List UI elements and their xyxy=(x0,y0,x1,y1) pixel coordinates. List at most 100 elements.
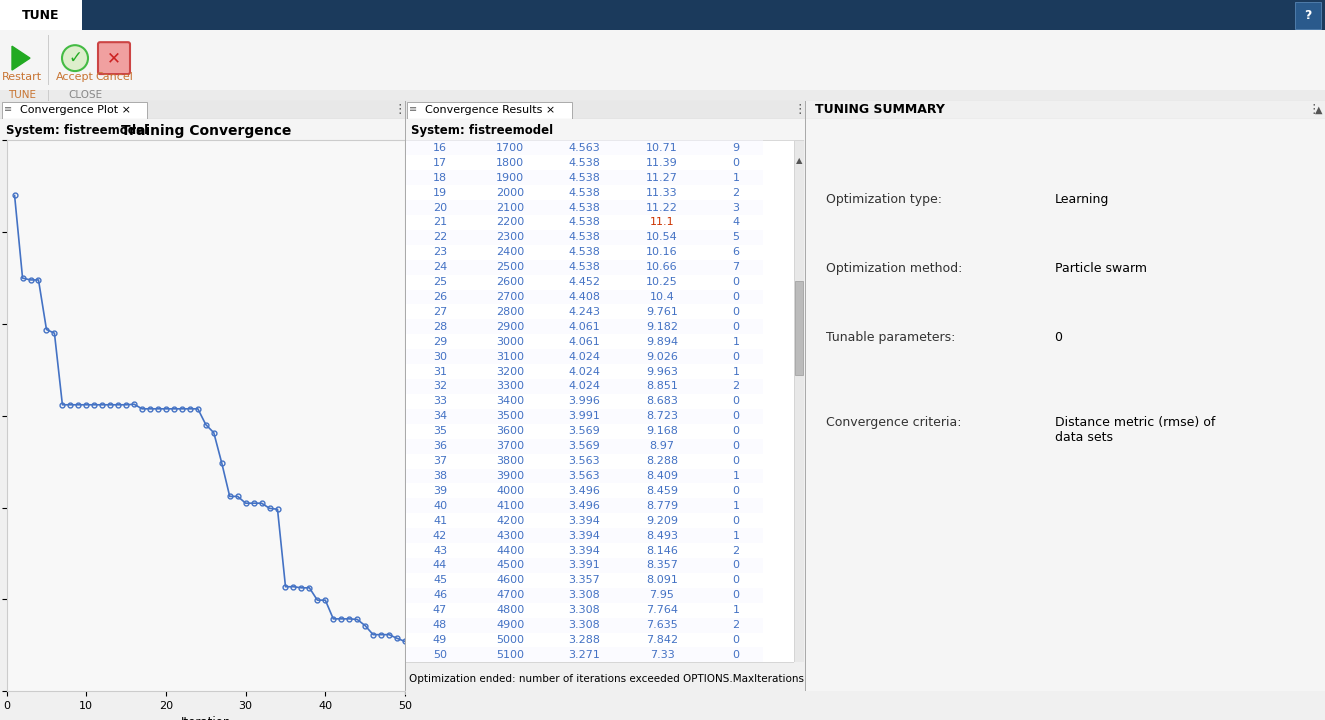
Text: Convergence Plot ×: Convergence Plot × xyxy=(20,105,130,114)
Text: 3.288: 3.288 xyxy=(568,635,600,645)
Text: 4.243: 4.243 xyxy=(568,307,600,317)
Text: Learning: Learning xyxy=(1055,193,1109,206)
Text: 7.33: 7.33 xyxy=(649,650,674,660)
Text: 2000: 2000 xyxy=(496,188,525,197)
FancyBboxPatch shape xyxy=(98,42,130,74)
Text: 7.95: 7.95 xyxy=(649,590,674,600)
Text: 4100: 4100 xyxy=(496,501,525,510)
Text: 2: 2 xyxy=(733,188,739,197)
Text: Optimization method:: Optimization method: xyxy=(825,262,962,275)
Text: 5100: 5100 xyxy=(496,650,525,660)
Text: TUNE: TUNE xyxy=(8,91,36,100)
Bar xyxy=(405,289,763,305)
Text: 46: 46 xyxy=(433,590,447,600)
Text: 4.024: 4.024 xyxy=(568,366,600,377)
Text: 38: 38 xyxy=(433,471,447,481)
Text: 2100: 2100 xyxy=(496,202,525,212)
Text: 10.16: 10.16 xyxy=(647,247,678,257)
Text: 3400: 3400 xyxy=(496,397,525,406)
Text: 0: 0 xyxy=(733,456,739,466)
Text: 5000: 5000 xyxy=(496,635,525,645)
Text: 41: 41 xyxy=(433,516,447,526)
Text: 0: 0 xyxy=(733,292,739,302)
Text: 3.391: 3.391 xyxy=(568,560,600,570)
Text: 7.764: 7.764 xyxy=(647,606,678,615)
Text: CLOSE: CLOSE xyxy=(68,91,102,100)
Text: 4000: 4000 xyxy=(496,486,525,496)
Text: 4.024: 4.024 xyxy=(568,382,600,392)
Text: 0: 0 xyxy=(733,277,739,287)
Bar xyxy=(405,230,763,245)
Text: Optimization ended: number of iterations exceeded OPTIONS.MaxIterations.: Optimization ended: number of iterations… xyxy=(409,674,807,683)
Text: Distance metric (rmse) of
data sets: Distance metric (rmse) of data sets xyxy=(1055,416,1215,444)
Text: 7: 7 xyxy=(733,262,739,272)
Text: 1900: 1900 xyxy=(496,173,525,183)
Text: 40: 40 xyxy=(433,501,447,510)
Bar xyxy=(405,260,763,274)
Bar xyxy=(405,140,763,156)
Text: 19: 19 xyxy=(433,188,447,197)
Text: 9.209: 9.209 xyxy=(647,516,678,526)
Text: 11.1: 11.1 xyxy=(649,217,674,228)
Text: 0: 0 xyxy=(733,411,739,421)
Text: 24: 24 xyxy=(433,262,447,272)
Text: 9.894: 9.894 xyxy=(647,337,678,347)
Text: 3.996: 3.996 xyxy=(568,397,600,406)
Text: 18: 18 xyxy=(433,173,447,183)
Text: Particle swarm: Particle swarm xyxy=(1055,262,1146,275)
Text: 3700: 3700 xyxy=(496,441,525,451)
Text: 3.308: 3.308 xyxy=(568,620,600,630)
Text: 2200: 2200 xyxy=(496,217,525,228)
Text: 0: 0 xyxy=(733,486,739,496)
Text: Convergence criteria:: Convergence criteria: xyxy=(825,416,962,429)
Text: 11.22: 11.22 xyxy=(647,202,678,212)
Text: 8.723: 8.723 xyxy=(647,411,678,421)
Text: 0: 0 xyxy=(733,397,739,406)
Bar xyxy=(405,647,763,662)
Text: 0: 0 xyxy=(1055,330,1063,343)
Text: 3.308: 3.308 xyxy=(568,606,600,615)
Text: 4: 4 xyxy=(733,217,739,228)
Bar xyxy=(405,320,763,334)
Text: 7.635: 7.635 xyxy=(647,620,678,630)
Text: 6: 6 xyxy=(733,247,739,257)
Bar xyxy=(405,349,763,364)
Text: 4.538: 4.538 xyxy=(568,262,600,272)
Text: 3.569: 3.569 xyxy=(568,426,600,436)
Text: 9.168: 9.168 xyxy=(647,426,678,436)
Circle shape xyxy=(62,45,87,71)
Text: 3600: 3600 xyxy=(496,426,525,436)
Text: 0: 0 xyxy=(733,322,739,332)
Text: 27: 27 xyxy=(433,307,447,317)
Text: 0: 0 xyxy=(733,426,739,436)
Text: System: fistreemodel: System: fistreemodel xyxy=(7,124,148,138)
Text: 10.71: 10.71 xyxy=(647,143,678,153)
Polygon shape xyxy=(12,46,30,70)
Text: 1: 1 xyxy=(733,173,739,183)
Text: 8.97: 8.97 xyxy=(649,441,674,451)
Text: 4300: 4300 xyxy=(496,531,525,541)
Text: 4500: 4500 xyxy=(496,560,525,570)
Text: ?: ? xyxy=(1304,9,1312,22)
Text: 23: 23 xyxy=(433,247,447,257)
Text: 37: 37 xyxy=(433,456,447,466)
Text: 3.496: 3.496 xyxy=(568,486,600,496)
Text: 8.409: 8.409 xyxy=(647,471,678,481)
Bar xyxy=(405,498,763,513)
Text: 0: 0 xyxy=(733,575,739,585)
Text: 9.026: 9.026 xyxy=(647,351,678,361)
Text: 49: 49 xyxy=(433,635,447,645)
Text: 2: 2 xyxy=(733,620,739,630)
Text: 4.024: 4.024 xyxy=(568,351,600,361)
Text: ✓: ✓ xyxy=(68,49,82,67)
Text: 9: 9 xyxy=(733,143,739,153)
Text: 31: 31 xyxy=(433,366,447,377)
Text: 4600: 4600 xyxy=(496,575,525,585)
Text: 9.761: 9.761 xyxy=(647,307,678,317)
Text: System: fistreemodel: System: fistreemodel xyxy=(411,124,553,138)
Text: 0: 0 xyxy=(733,351,739,361)
Text: 0: 0 xyxy=(733,307,739,317)
Text: 1800: 1800 xyxy=(496,158,525,168)
Text: ▲: ▲ xyxy=(796,156,802,165)
Text: 43: 43 xyxy=(433,546,447,556)
